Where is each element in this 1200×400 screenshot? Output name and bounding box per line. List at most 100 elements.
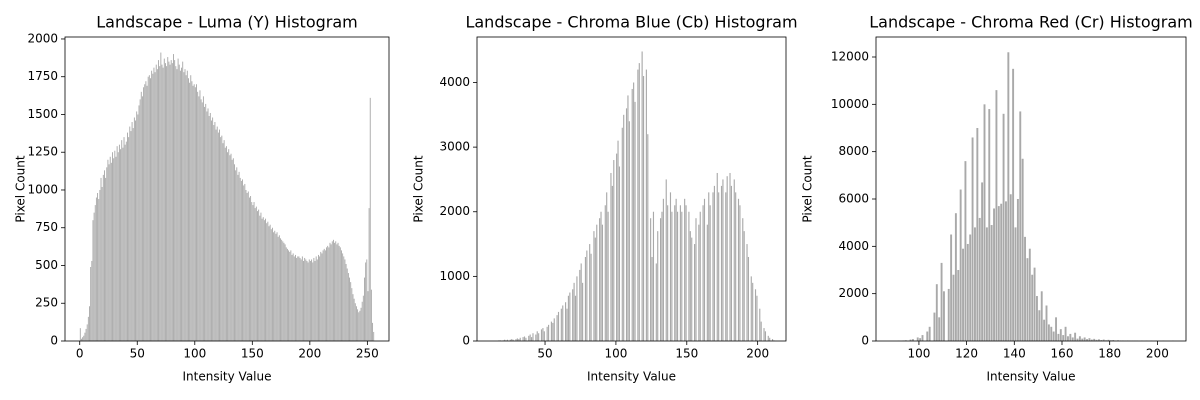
histogram-panel: 0 50 100 150 200 250 0 250 500 750 1000 1250 1500 175… <box>14 13 390 384</box>
bar <box>1057 333 1060 341</box>
bar <box>175 66 177 341</box>
bar <box>523 336 526 341</box>
bar <box>671 211 673 341</box>
bar <box>94 205 96 341</box>
bar <box>594 237 596 341</box>
bar <box>1055 317 1057 341</box>
bar <box>100 177 102 341</box>
bar <box>212 117 214 341</box>
bar <box>342 253 344 341</box>
bar <box>743 231 745 341</box>
bar <box>610 172 612 341</box>
bar <box>634 101 636 341</box>
bar <box>294 254 296 341</box>
bar <box>338 245 340 341</box>
bar <box>209 112 211 341</box>
bar <box>291 254 293 341</box>
bar <box>247 191 249 341</box>
bar <box>285 247 287 341</box>
bar <box>954 213 957 341</box>
bar <box>122 147 124 341</box>
bar <box>298 256 300 341</box>
bar <box>239 177 241 341</box>
bar <box>351 288 353 341</box>
bar <box>764 331 767 341</box>
bar <box>957 269 960 341</box>
bar <box>983 104 986 342</box>
histogram-panel: 100 120 140 160 180 2000200040006000800010000… <box>801 13 1193 384</box>
bar <box>582 282 584 341</box>
bar <box>1090 339 1093 341</box>
bar <box>92 220 94 341</box>
bar <box>205 103 207 341</box>
bar <box>219 129 220 341</box>
bar <box>926 331 929 341</box>
bar <box>574 295 577 341</box>
bar <box>174 60 176 342</box>
bar <box>655 263 657 341</box>
bar <box>657 231 659 341</box>
bar <box>909 339 912 341</box>
bar <box>273 232 275 341</box>
bar <box>117 152 119 341</box>
bar <box>217 132 219 341</box>
bar <box>938 317 941 341</box>
bar <box>1098 339 1100 341</box>
bar <box>335 241 337 341</box>
bar <box>135 120 136 342</box>
bar <box>722 179 724 341</box>
bar <box>518 339 520 341</box>
x-tick-label: 100 <box>183 347 206 361</box>
x-tick-label: 50 <box>130 347 145 361</box>
bar <box>556 315 558 341</box>
bar <box>638 63 640 341</box>
bar <box>146 85 148 342</box>
bar <box>1028 248 1031 341</box>
bar <box>1036 296 1038 341</box>
bar <box>150 78 151 341</box>
bar <box>590 253 592 341</box>
bar <box>993 208 995 341</box>
x-tick-label: 120 <box>955 347 978 361</box>
bar <box>601 224 604 341</box>
bar <box>184 69 186 341</box>
bar <box>618 166 621 341</box>
bar <box>156 69 158 341</box>
bar <box>147 76 149 341</box>
bar <box>201 102 203 341</box>
bar <box>106 167 108 341</box>
bar <box>260 212 262 341</box>
bar <box>197 91 199 341</box>
x-axis-label: Intensity Value <box>587 370 676 384</box>
bar <box>1093 338 1096 341</box>
bar <box>576 276 578 341</box>
bar <box>372 322 374 341</box>
bar <box>613 160 615 341</box>
bar <box>176 69 178 341</box>
bar <box>353 298 355 341</box>
bar <box>557 311 560 341</box>
bar <box>637 69 639 342</box>
bar <box>244 183 246 341</box>
bar <box>198 96 200 341</box>
bar <box>207 108 209 341</box>
bar <box>231 159 233 341</box>
bar <box>263 220 265 341</box>
bar <box>284 244 286 341</box>
bar <box>234 164 235 341</box>
bar <box>1100 340 1103 341</box>
bar <box>131 122 133 341</box>
bar <box>665 179 667 341</box>
bar <box>647 134 649 341</box>
bar <box>236 167 238 341</box>
bar <box>600 211 602 341</box>
bar <box>720 185 723 341</box>
bar <box>89 306 90 341</box>
bar <box>760 321 762 341</box>
bar <box>599 218 601 341</box>
bar <box>159 66 161 341</box>
bar <box>528 335 530 341</box>
y-tick-label: 3000 <box>439 140 470 154</box>
bar <box>572 289 574 341</box>
